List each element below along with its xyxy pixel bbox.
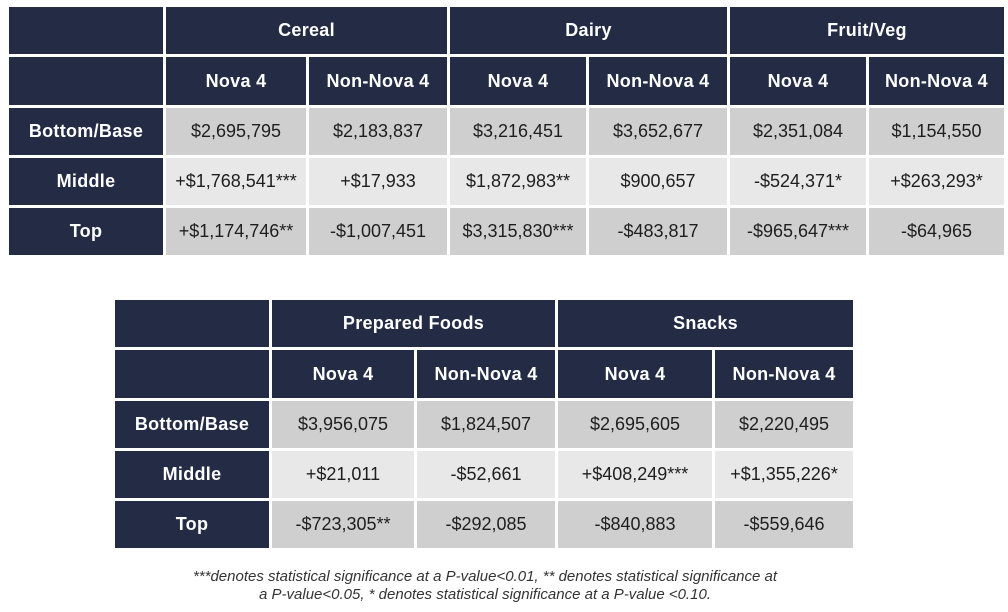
data-cell: -$483,817 [589, 208, 727, 255]
category-header: Prepared Foods [272, 300, 556, 347]
column-header: Nova 4 [166, 57, 306, 105]
corner-cell [115, 350, 269, 398]
data-cell: $2,695,795 [166, 108, 306, 155]
row-label: Bottom/Base [115, 401, 269, 448]
data-cell: -$723,305** [272, 501, 414, 548]
corner-cell [9, 7, 163, 54]
data-cell: -$292,085 [417, 501, 556, 548]
column-header: Nova 4 [272, 350, 414, 398]
row-label: Top [9, 208, 163, 255]
data-cell: $2,351,084 [730, 108, 866, 155]
column-header: Non-Nova 4 [309, 57, 447, 105]
table-cereal-dairy-fruitveg: Cereal Dairy Fruit/Veg Nova 4 Non-Nova 4… [6, 4, 1007, 258]
row-label: Top [115, 501, 269, 548]
significance-footnote: ***denotes statistical significance at a… [100, 568, 870, 604]
row-label: Bottom/Base [9, 108, 163, 155]
category-header: Cereal [166, 7, 447, 54]
data-cell: $2,220,495 [715, 401, 854, 448]
row-label: Middle [115, 451, 269, 498]
data-cell: +$1,355,226* [715, 451, 854, 498]
category-header: Fruit/Veg [730, 7, 1004, 54]
data-cell: +$1,768,541*** [166, 158, 306, 205]
data-cell: -$52,661 [417, 451, 556, 498]
data-cell: $3,956,075 [272, 401, 414, 448]
data-cell: -$840,883 [558, 501, 713, 548]
data-cell: +$1,174,746** [166, 208, 306, 255]
category-header: Dairy [450, 7, 727, 54]
row-label: Middle [9, 158, 163, 205]
table-row: Middle +$21,011 -$52,661 +$408,249*** +$… [115, 451, 854, 498]
column-header: Non-Nova 4 [417, 350, 556, 398]
table-row: Bottom/Base $3,956,075 $1,824,507 $2,695… [115, 401, 854, 448]
table-row: Top -$723,305** -$292,085 -$840,883 -$55… [115, 501, 854, 548]
data-cell: $3,315,830*** [450, 208, 586, 255]
data-cell: $2,695,605 [558, 401, 713, 448]
data-cell: -$64,965 [869, 208, 1004, 255]
data-cell: -$1,007,451 [309, 208, 447, 255]
data-cell: $3,216,451 [450, 108, 586, 155]
data-cell: +$263,293* [869, 158, 1004, 205]
data-cell: +$408,249*** [558, 451, 713, 498]
column-header: Non-Nova 4 [715, 350, 854, 398]
corner-cell [9, 57, 163, 105]
data-cell: -$559,646 [715, 501, 854, 548]
footnote-line: ***denotes statistical significance at a… [192, 568, 778, 585]
data-cell: +$21,011 [272, 451, 414, 498]
column-header: Non-Nova 4 [869, 57, 1004, 105]
table-row: Top +$1,174,746** -$1,007,451 $3,315,830… [9, 208, 1004, 255]
data-cell: +$17,933 [309, 158, 447, 205]
footnote-line: a P-value<0.05, * denotes statistical si… [259, 586, 711, 603]
table-prepared-snacks: Prepared Foods Snacks Nova 4 Non-Nova 4 … [112, 297, 856, 551]
data-cell: $2,183,837 [309, 108, 447, 155]
category-header: Snacks [558, 300, 854, 347]
data-cell: $1,824,507 [417, 401, 556, 448]
table-row: Bottom/Base $2,695,795 $2,183,837 $3,216… [9, 108, 1004, 155]
data-cell: $3,652,677 [589, 108, 727, 155]
corner-cell [115, 300, 269, 347]
column-header: Non-Nova 4 [589, 57, 727, 105]
column-header: Nova 4 [730, 57, 866, 105]
column-header: Nova 4 [558, 350, 713, 398]
column-header: Nova 4 [450, 57, 586, 105]
data-cell: $1,872,983** [450, 158, 586, 205]
data-cell: -$524,371* [730, 158, 866, 205]
data-cell: -$965,647*** [730, 208, 866, 255]
data-cell: $1,154,550 [869, 108, 1004, 155]
data-cell: $900,657 [589, 158, 727, 205]
table-row: Middle +$1,768,541*** +$17,933 $1,872,98… [9, 158, 1004, 205]
